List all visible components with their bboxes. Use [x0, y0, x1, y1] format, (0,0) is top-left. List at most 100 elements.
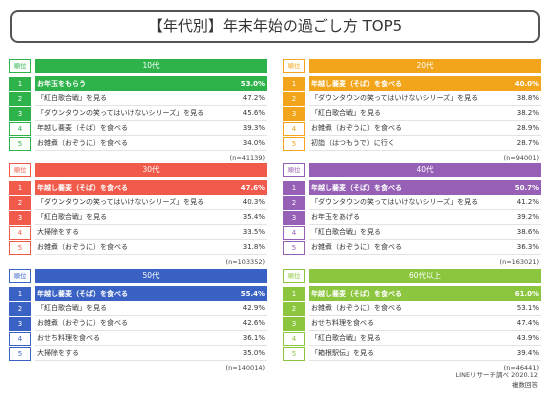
ranking-row: 5 大掃除をする 35.0% — [9, 346, 267, 361]
activity-label: お雑煮（おぞうに）を食べる — [311, 243, 402, 251]
rank-badge: 2 — [9, 195, 31, 210]
activity-label: お年玉をあげる — [311, 213, 360, 221]
percentage-value: 35.0% — [242, 349, 265, 357]
rank-badge: 2 — [283, 91, 305, 106]
percentage-value: 36.3% — [516, 243, 539, 251]
rank-column-header: 順位 — [283, 59, 305, 73]
activity-label: お雑煮（おぞうに）を食べる — [311, 124, 402, 132]
ranking-row-body: お雑煮（おぞうに）を食べる 53.1% — [309, 301, 541, 316]
ranking-row-body: 「紅白歌合戦」を見る 35.4% — [35, 210, 267, 225]
activity-label: 「紅白歌合戦」を見る — [37, 304, 107, 312]
rank-badge: 3 — [283, 106, 305, 121]
percentage-value: 31.8% — [242, 243, 265, 251]
rank-badge: 4 — [283, 225, 305, 240]
ranking-row: 2 「紅白歌合戦」を見る 47.2% — [9, 91, 267, 106]
percentage-value: 34.0% — [242, 139, 265, 147]
ranking-row: 4 「紅白歌合戦」を見る 43.9% — [283, 331, 541, 346]
rank-column-header: 順位 — [9, 269, 31, 283]
percentage-value: 33.5% — [242, 228, 265, 236]
rank-badge: 2 — [9, 301, 31, 316]
activity-label: 「ダウンタウンの笑ってはいけないシリーズ」を見る — [311, 94, 479, 102]
rank-badge: 2 — [283, 195, 305, 210]
ranking-row: 2 「紅白歌合戦」を見る 42.9% — [9, 301, 267, 316]
age-panel: 順位 10代 1 お年玉をもらう 53.0% 2 「紅白歌合戦」を見る 47.2% 3 「ダウンタ… — [9, 59, 267, 162]
percentage-value: 39.4% — [516, 349, 539, 357]
percentage-value: 39.2% — [516, 213, 539, 221]
age-group-label: 40代 — [309, 163, 541, 177]
ranking-row: 3 お雑煮（おぞうに）を食べる 42.6% — [9, 316, 267, 331]
panel-header: 順位 60代以上 — [283, 269, 541, 283]
activity-label: お雑煮（おぞうに）を食べる — [37, 319, 128, 327]
activity-label: おせち料理を食べる — [311, 319, 374, 327]
rank-badge: 5 — [9, 240, 31, 255]
rank-column-header: 順位 — [9, 163, 31, 177]
percentage-value: 38.2% — [516, 109, 539, 117]
rank-badge: 3 — [283, 316, 305, 331]
source-answer-type: 複数回答 — [512, 381, 538, 389]
activity-label: 大掃除をする — [37, 349, 79, 357]
ranking-row-body: 大掃除をする 33.5% — [35, 225, 267, 240]
ranking-row-body: 「ダウンタウンの笑ってはいけないシリーズ」を見る 45.6% — [35, 106, 267, 121]
sample-size: (n=140014) — [225, 364, 265, 372]
ranking-row: 5 お雑煮（おぞうに）を食べる 36.3% — [283, 240, 541, 255]
ranking-row-body: おせち料理を食べる 47.4% — [309, 316, 541, 331]
rank-badge: 4 — [9, 225, 31, 240]
rank-badge: 5 — [9, 346, 31, 361]
ranking-row-body: 「ダウンタウンの笑ってはいけないシリーズ」を見る 38.8% — [309, 91, 541, 106]
rank-column-header: 順位 — [9, 59, 31, 73]
sample-size: (n=41139) — [229, 154, 265, 162]
ranking-row: 4 年越し蕎麦（そば）を食べる 39.3% — [9, 121, 267, 136]
rank-badge: 5 — [283, 346, 305, 361]
activity-label: 「紅白歌合戦」を見る — [37, 94, 107, 102]
ranking-row-body: おせち料理を食べる 36.1% — [35, 331, 267, 346]
ranking-row: 2 「ダウンタウンの笑ってはいけないシリーズ」を見る 41.2% — [283, 195, 541, 210]
ranking-row-body: 年越し蕎麦（そば）を食べる 50.7% — [309, 180, 541, 195]
ranking-row-body: 「紅白歌合戦」を見る 47.2% — [35, 91, 267, 106]
ranking-row: 4 大掃除をする 33.5% — [9, 225, 267, 240]
panel-header: 順位 40代 — [283, 163, 541, 177]
ranking-row-body: 「箱根駅伝」を見る 39.4% — [309, 346, 541, 361]
rank-badge: 4 — [283, 121, 305, 136]
ranking-row: 1 年越し蕎麦（そば）を食べる 40.0% — [283, 76, 541, 91]
sample-size: (n=94001) — [503, 154, 539, 162]
ranking-row-body: 「紅白歌合戦」を見る 42.9% — [35, 301, 267, 316]
activity-label: 年越し蕎麦（そば）を食べる — [311, 183, 402, 192]
percentage-value: 40.3% — [242, 198, 265, 206]
ranking-row: 5 お雑煮（おぞうに）を食べる 34.0% — [9, 136, 267, 151]
ranking-row-body: お雑煮（おぞうに）を食べる 36.3% — [309, 240, 541, 255]
activity-label: 「ダウンタウンの笑ってはいけないシリーズ」を見る — [37, 198, 205, 206]
source-credit: LINEリサーチ調べ 2020.12 — [455, 371, 538, 379]
percentage-value: 61.0% — [514, 289, 539, 298]
age-group-label: 50代 — [35, 269, 267, 283]
sample-size: (n=46441) — [503, 364, 539, 372]
ranking-row: 1 お年玉をもらう 53.0% — [9, 76, 267, 91]
ranking-row-body: 年越し蕎麦（そば）を食べる 47.6% — [35, 180, 267, 195]
percentage-value: 40.0% — [514, 79, 539, 88]
age-panel: 順位 60代以上 1 年越し蕎麦（そば）を食べる 61.0% 2 お雑煮（おぞうに）を食べる… — [283, 269, 541, 372]
sample-size: (n=103352) — [225, 258, 265, 266]
rank-badge: 4 — [283, 331, 305, 346]
rank-column-header: 順位 — [283, 163, 305, 177]
activity-label: お年玉をもらう — [37, 79, 86, 88]
age-panel: 順位 40代 1 年越し蕎麦（そば）を食べる 50.7% 2 「ダウンタウンの笑ってはいけな… — [283, 163, 541, 266]
page-title: 【年代別】年末年始の過ごし方 TOP5 — [10, 10, 540, 43]
percentage-value: 50.7% — [514, 183, 539, 192]
ranking-row: 4 お雑煮（おぞうに）を食べる 28.9% — [283, 121, 541, 136]
percentage-value: 47.6% — [240, 183, 265, 192]
ranking-row-body: 「紅白歌合戦」を見る 38.2% — [309, 106, 541, 121]
ranking-row-body: 年越し蕎麦（そば）を食べる 55.4% — [35, 286, 267, 301]
ranking-row: 1 年越し蕎麦（そば）を食べる 55.4% — [9, 286, 267, 301]
activity-label: 「紅白歌合戦」を見る — [37, 213, 107, 221]
activity-label: 大掃除をする — [37, 228, 79, 236]
percentage-value: 38.8% — [516, 94, 539, 102]
panel-header: 順位 10代 — [9, 59, 267, 73]
rank-badge: 3 — [283, 210, 305, 225]
percentage-value: 36.1% — [242, 334, 265, 342]
panel-header: 順位 30代 — [9, 163, 267, 177]
age-group-label: 60代以上 — [309, 269, 541, 283]
rank-badge: 3 — [9, 210, 31, 225]
rank-badge: 3 — [9, 106, 31, 121]
rank-badge: 2 — [9, 91, 31, 106]
ranking-row-body: 年越し蕎麦（そば）を食べる 39.3% — [35, 121, 267, 136]
ranking-row-body: お雑煮（おぞうに）を食べる 31.8% — [35, 240, 267, 255]
